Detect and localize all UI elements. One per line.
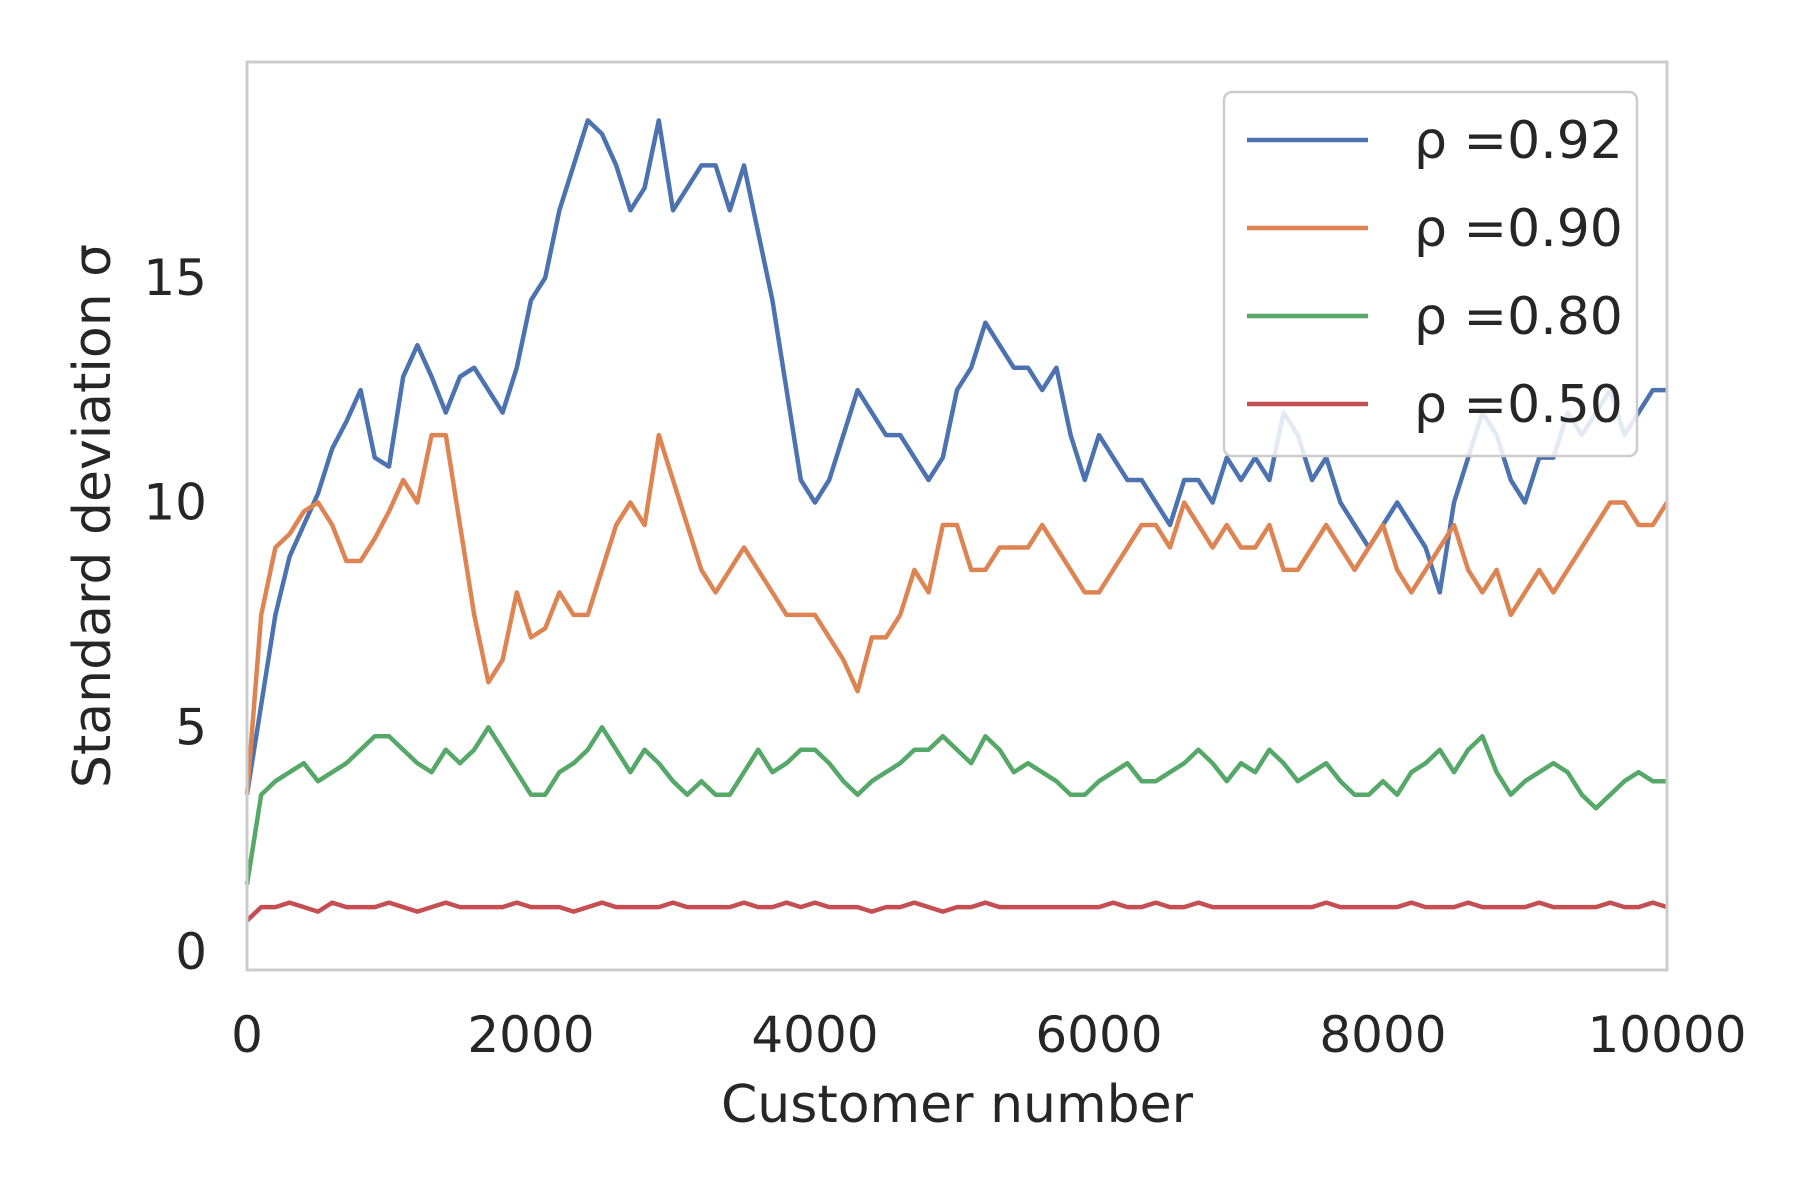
legend-label-3: ρ =0.50 xyxy=(1414,375,1623,435)
y-tick-label: 15 xyxy=(143,249,207,307)
y-tick-labels: 0 5 10 15 xyxy=(143,249,207,981)
x-tick-label: 8000 xyxy=(1319,1006,1446,1064)
y-tick-label: 10 xyxy=(143,474,207,532)
x-axis-label: Customer number xyxy=(721,1075,1194,1135)
series-line-1 xyxy=(244,432,1669,795)
plot-frame xyxy=(245,60,1669,972)
x-tick-label: 6000 xyxy=(1035,1006,1162,1064)
y-axis-label: Standard deviation σ xyxy=(63,244,123,788)
y-tick-label: 5 xyxy=(175,698,207,756)
legend: ρ =0.92 ρ =0.90 ρ =0.80 ρ =0.50 xyxy=(1222,90,1639,458)
x-tick-labels: 0 2000 4000 6000 8000 10000 xyxy=(231,1006,1746,1064)
x-tick-label: 0 xyxy=(231,1006,263,1064)
series-line-2 xyxy=(244,725,1667,885)
legend-label-2: ρ =0.80 xyxy=(1414,287,1623,347)
series-layer xyxy=(244,118,1669,923)
x-tick-label: 4000 xyxy=(751,1006,878,1064)
legend-label-1: ρ =0.90 xyxy=(1414,199,1623,259)
legend-label-0: ρ =0.92 xyxy=(1414,111,1623,171)
y-tick-label: 0 xyxy=(175,923,207,981)
series-line-3 xyxy=(245,900,1668,923)
legend-box xyxy=(1222,90,1639,458)
x-tick-label: 10000 xyxy=(1587,1006,1746,1064)
x-tick-label: 2000 xyxy=(467,1006,594,1064)
